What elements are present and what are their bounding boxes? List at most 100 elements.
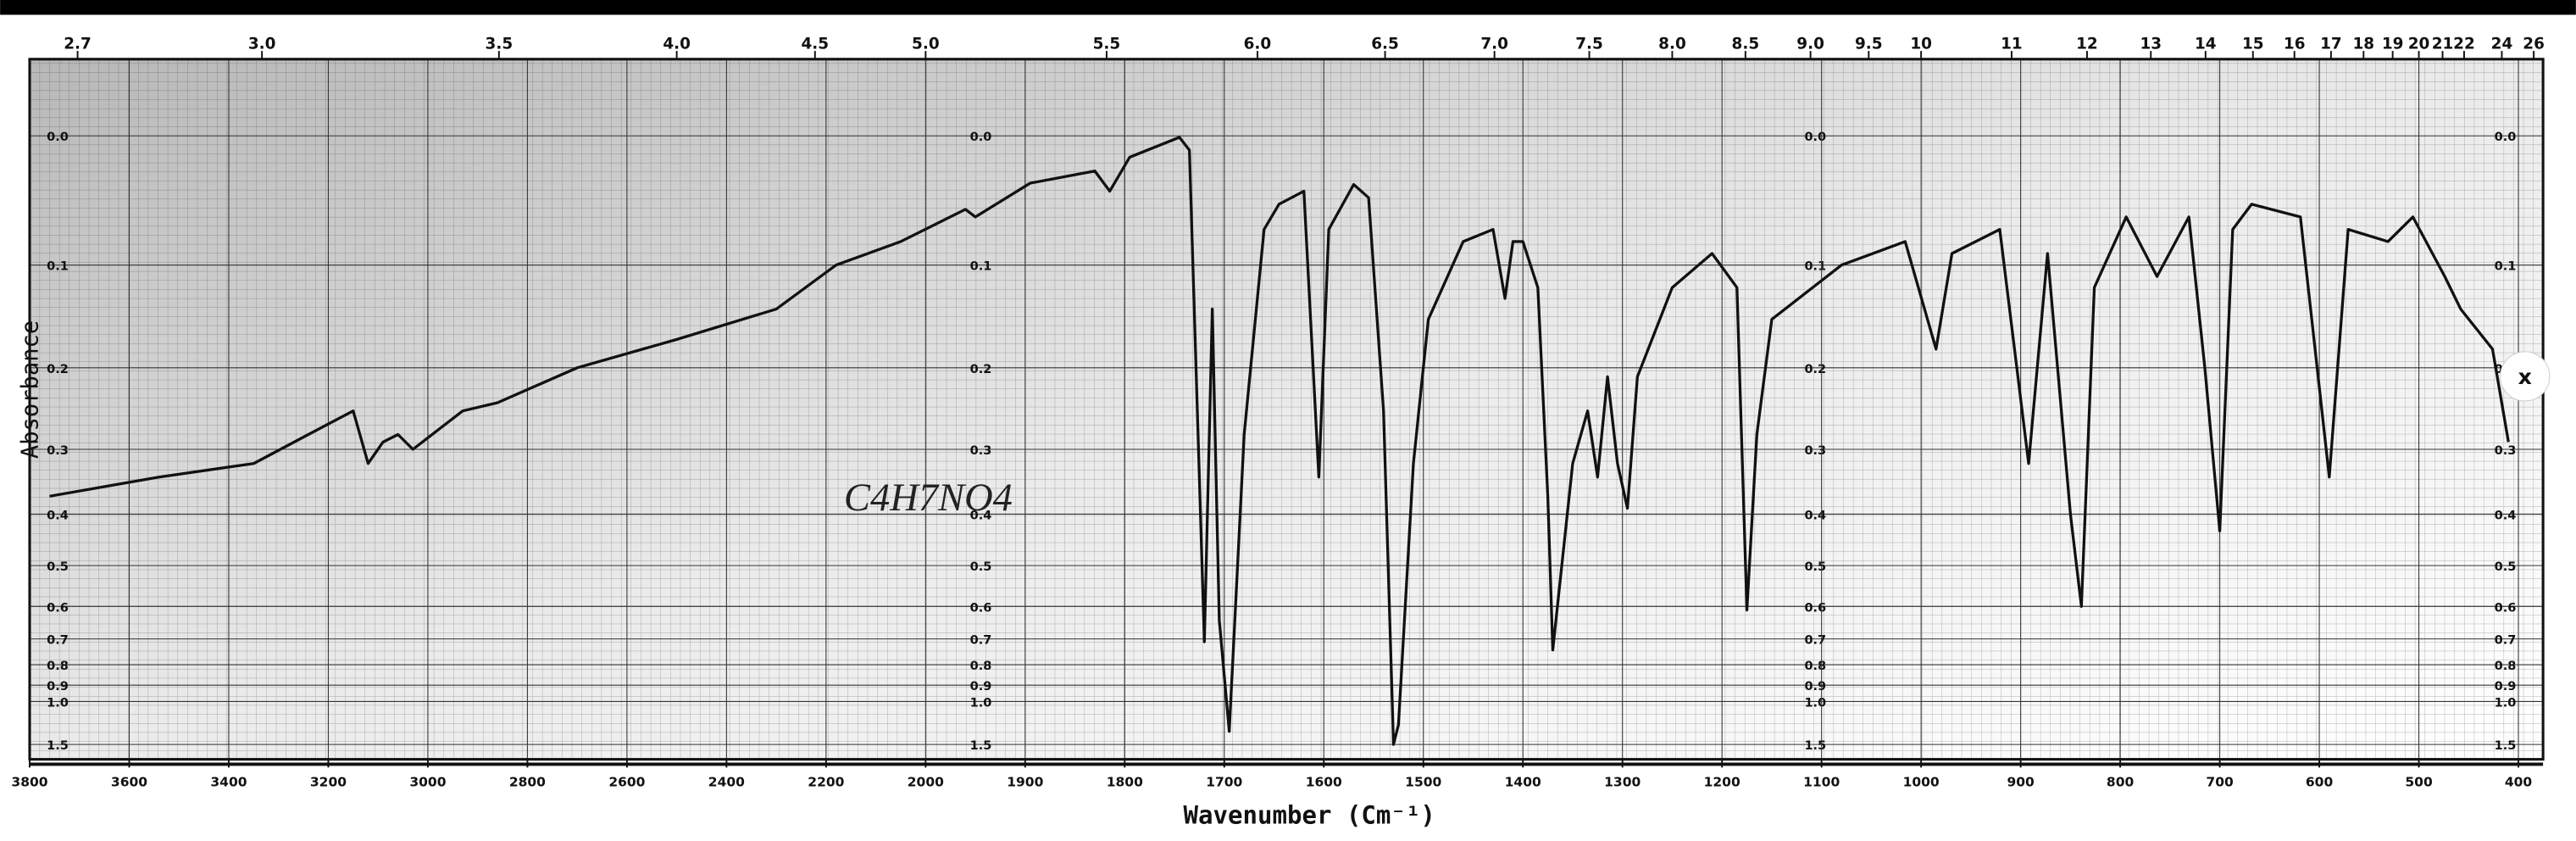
x-tick-label: 2800 bbox=[509, 774, 546, 789]
x-tick-label: 2600 bbox=[608, 774, 645, 789]
x-tick-label: 1200 bbox=[1704, 774, 1740, 789]
y-tick-label: 1.5 bbox=[1804, 739, 1826, 753]
x2-tick-label: 7.0 bbox=[1480, 35, 1508, 53]
y-tick-label: 1.0 bbox=[970, 696, 992, 710]
x2-tick-label: 10 bbox=[1910, 35, 1932, 53]
x-tick-label: 1000 bbox=[1903, 774, 1940, 789]
top-bar bbox=[0, 0, 2576, 15]
x-tick-label: 500 bbox=[2405, 774, 2433, 789]
y-tick-label: 0.1 bbox=[970, 260, 992, 274]
spectrum-line bbox=[49, 136, 2510, 746]
x2-tick-label: 8.5 bbox=[1732, 35, 1760, 53]
y-tick-label: 0.1 bbox=[47, 260, 69, 274]
x2-tick-label: 19 bbox=[2382, 35, 2404, 53]
y-tick-label: 1.5 bbox=[970, 739, 992, 753]
y-tick-label: 0.6 bbox=[970, 601, 992, 615]
x-tick-label: 3600 bbox=[111, 774, 147, 789]
y-tick-label: 0.7 bbox=[2495, 634, 2517, 648]
x2-tick-label: 7.5 bbox=[1575, 35, 1603, 53]
close-button[interactable]: x bbox=[2500, 351, 2551, 402]
y-tick-label: 0.4 bbox=[2495, 509, 2517, 522]
x-axis-label: Wavenumber (Cm⁻¹) bbox=[1183, 801, 1435, 830]
y-tick-label: 0.6 bbox=[1804, 601, 1826, 615]
x2-tick-label: 6.5 bbox=[1371, 35, 1399, 53]
x-tick-label: 1100 bbox=[1803, 774, 1840, 789]
y-tick-label: 0.2 bbox=[1804, 363, 1826, 376]
close-button-bg[interactable] bbox=[2500, 351, 2551, 402]
x2-tick-label: 16 bbox=[2284, 35, 2306, 53]
x-tick-label: 900 bbox=[2007, 774, 2035, 789]
plot-frame bbox=[28, 58, 2545, 761]
y-tick-label: 0.7 bbox=[47, 634, 69, 648]
y-tick-label: 0.9 bbox=[2495, 680, 2517, 693]
x2-tick-label: 11 bbox=[2001, 35, 2023, 53]
y-tick-label: 0.2 bbox=[970, 363, 992, 376]
y-tick-label: 0.4 bbox=[970, 509, 992, 522]
x-tick-label: 1500 bbox=[1405, 774, 1441, 789]
x-tick-label: 2400 bbox=[708, 774, 745, 789]
paper-shade bbox=[30, 58, 2544, 760]
x2-tick-label: 18 bbox=[2352, 35, 2374, 53]
x-tick-label: 600 bbox=[2306, 774, 2334, 789]
y-tick-label: 0.7 bbox=[970, 634, 992, 648]
y-tick-label: 0.5 bbox=[970, 560, 992, 574]
y-tick-label: 0.6 bbox=[47, 601, 69, 615]
x-tick-label: 1700 bbox=[1206, 774, 1242, 789]
x2-tick-label: 21 bbox=[2432, 35, 2454, 53]
x2-tick-label: 3.0 bbox=[248, 35, 276, 53]
close-button-label[interactable]: x bbox=[2518, 365, 2532, 389]
y-tick-label: 1.0 bbox=[47, 696, 69, 710]
y-tick-label: 0.9 bbox=[47, 680, 69, 693]
x-tick-label: 1400 bbox=[1505, 774, 1541, 789]
y-axis-label: Absorbance bbox=[17, 320, 43, 459]
y-tick-label: 0.3 bbox=[47, 444, 69, 458]
x2-tick-label: 5.0 bbox=[912, 35, 940, 53]
y-tick-label: 0.9 bbox=[970, 680, 992, 693]
x-tick-label: 1300 bbox=[1604, 774, 1641, 789]
x2-tick-label: 22 bbox=[2453, 35, 2475, 53]
y-tick-label: 0.3 bbox=[1804, 444, 1826, 458]
x2-tick-label: 3.5 bbox=[486, 35, 514, 53]
y-tick-label: 0.4 bbox=[1804, 509, 1826, 522]
x2-tick-label: 26 bbox=[2523, 35, 2545, 53]
y-tick-label: 0.4 bbox=[47, 509, 69, 522]
y-tick-label: 0.5 bbox=[47, 560, 69, 574]
x-tick-label: 2200 bbox=[808, 774, 844, 789]
y-tick-label: 0.2 bbox=[47, 363, 69, 376]
x2-tick-label: 8.0 bbox=[1658, 35, 1686, 53]
y-tick-label: 0.1 bbox=[1804, 260, 1826, 274]
y-tick-label: 0.0 bbox=[1804, 131, 1826, 144]
y-tick-label: 0.7 bbox=[1804, 634, 1826, 648]
x2-tick-label: 4.0 bbox=[663, 35, 691, 53]
y-tick-label: 0.5 bbox=[1804, 560, 1826, 574]
x-tick-label: 700 bbox=[2206, 774, 2234, 789]
y-tick-label: 0.9 bbox=[1804, 680, 1826, 693]
y-tick-label: 1.0 bbox=[1804, 696, 1826, 710]
x2-tick-label: 5.5 bbox=[1093, 35, 1121, 53]
y-tick-label: 1.5 bbox=[47, 739, 69, 753]
y-tick-label: 0.3 bbox=[970, 444, 992, 458]
y-tick-label: 0.0 bbox=[970, 131, 992, 144]
y-tick-label: 0.0 bbox=[47, 131, 69, 144]
x-tick-label: 400 bbox=[2505, 774, 2533, 789]
x-tick-label: 1800 bbox=[1107, 774, 1143, 789]
y-tick-label: 0.8 bbox=[970, 660, 992, 673]
y-tick-label: 1.0 bbox=[2495, 696, 2517, 710]
y-tick-label: 0.5 bbox=[2495, 560, 2517, 574]
x-tick-label: 3000 bbox=[409, 774, 446, 789]
x2-tick-label: 14 bbox=[2195, 35, 2217, 53]
y-tick-label: 0.8 bbox=[47, 660, 69, 673]
x2-tick-label: 6.0 bbox=[1244, 35, 1272, 53]
y-tick-label: 0.8 bbox=[1804, 660, 1826, 673]
x2-tick-label: 9.5 bbox=[1855, 35, 1883, 53]
y-tick-label: 1.5 bbox=[2495, 739, 2517, 753]
plot-area: 0.00.00.00.00.10.10.10.10.20.20.20.20.30… bbox=[11, 35, 2544, 789]
y-tick-label: 0.3 bbox=[2495, 444, 2517, 458]
y-tick-label: 0.1 bbox=[2495, 260, 2517, 274]
x2-tick-label: 2.7 bbox=[64, 35, 92, 53]
x2-tick-label: 13 bbox=[2140, 35, 2162, 53]
y-tick-label: 0.8 bbox=[2495, 660, 2517, 673]
x2-tick-label: 15 bbox=[2242, 35, 2264, 53]
